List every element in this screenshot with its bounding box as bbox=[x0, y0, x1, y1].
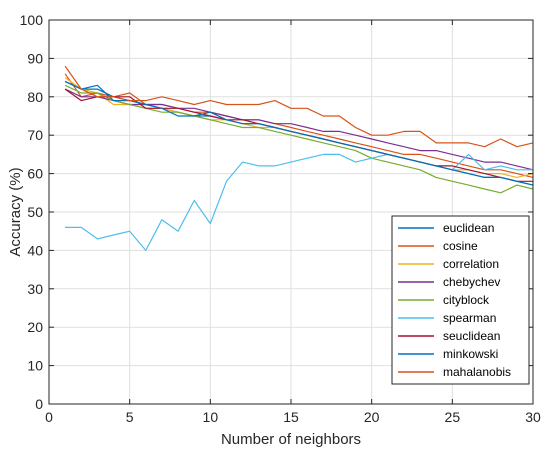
x-tick-label: 15 bbox=[283, 409, 299, 425]
legend-label-cityblock: cityblock bbox=[443, 293, 490, 307]
x-axis-label: Number of neighbors bbox=[221, 431, 361, 448]
x-tick-label: 30 bbox=[525, 409, 541, 425]
y-tick-label: 90 bbox=[27, 50, 43, 66]
legend-label-seuclidean: seuclidean bbox=[443, 329, 500, 343]
x-tick-label: 10 bbox=[203, 409, 219, 425]
y-tick-label: 50 bbox=[27, 204, 43, 220]
series-lines bbox=[64, 65, 534, 251]
x-tick-label: 20 bbox=[364, 409, 380, 425]
y-axis-label: Accuracy (%) bbox=[7, 167, 24, 256]
legend-label-correlation: correlation bbox=[443, 257, 499, 271]
y-tick-label: 60 bbox=[27, 166, 43, 182]
legend-label-mahalanobis: mahalanobis bbox=[443, 365, 511, 379]
y-tick-label: 10 bbox=[27, 358, 43, 374]
y-tick-label: 20 bbox=[27, 319, 43, 335]
legend-label-minkowski: minkowski bbox=[443, 347, 498, 361]
legend-label-chebychev: chebychev bbox=[443, 275, 500, 289]
legend-label-spearman: spearman bbox=[443, 311, 496, 325]
y-tick-label: 80 bbox=[27, 89, 43, 105]
legend: euclidean cosine correlation chebychev cityb… bbox=[391, 215, 530, 385]
y-tick-label: 40 bbox=[27, 242, 43, 258]
y-tick-label: 0 bbox=[35, 396, 43, 412]
y-tick-label: 100 bbox=[20, 12, 44, 28]
x-tick-label: 0 bbox=[45, 409, 53, 425]
x-tick-label: 5 bbox=[126, 409, 134, 425]
series-line-chebychev bbox=[64, 88, 534, 171]
series-line-spearman bbox=[65, 153, 533, 251]
series-line-cosine bbox=[64, 73, 534, 178]
series-line-minkowski bbox=[64, 80, 534, 186]
y-tick-label: 70 bbox=[27, 127, 43, 143]
x-tick-label: 25 bbox=[445, 409, 461, 425]
legend-label-euclidean: euclidean bbox=[443, 221, 494, 235]
legend-label-cosine: cosine bbox=[443, 239, 478, 253]
y-tick-label: 30 bbox=[27, 281, 43, 297]
series-line-mahalanobis bbox=[64, 65, 534, 148]
tick-labels: 0 5 10 15 20 25 30 0 10 20 30 40 50 60 70 80 90 100 bbox=[20, 12, 541, 425]
series-line-cityblock bbox=[64, 84, 534, 194]
